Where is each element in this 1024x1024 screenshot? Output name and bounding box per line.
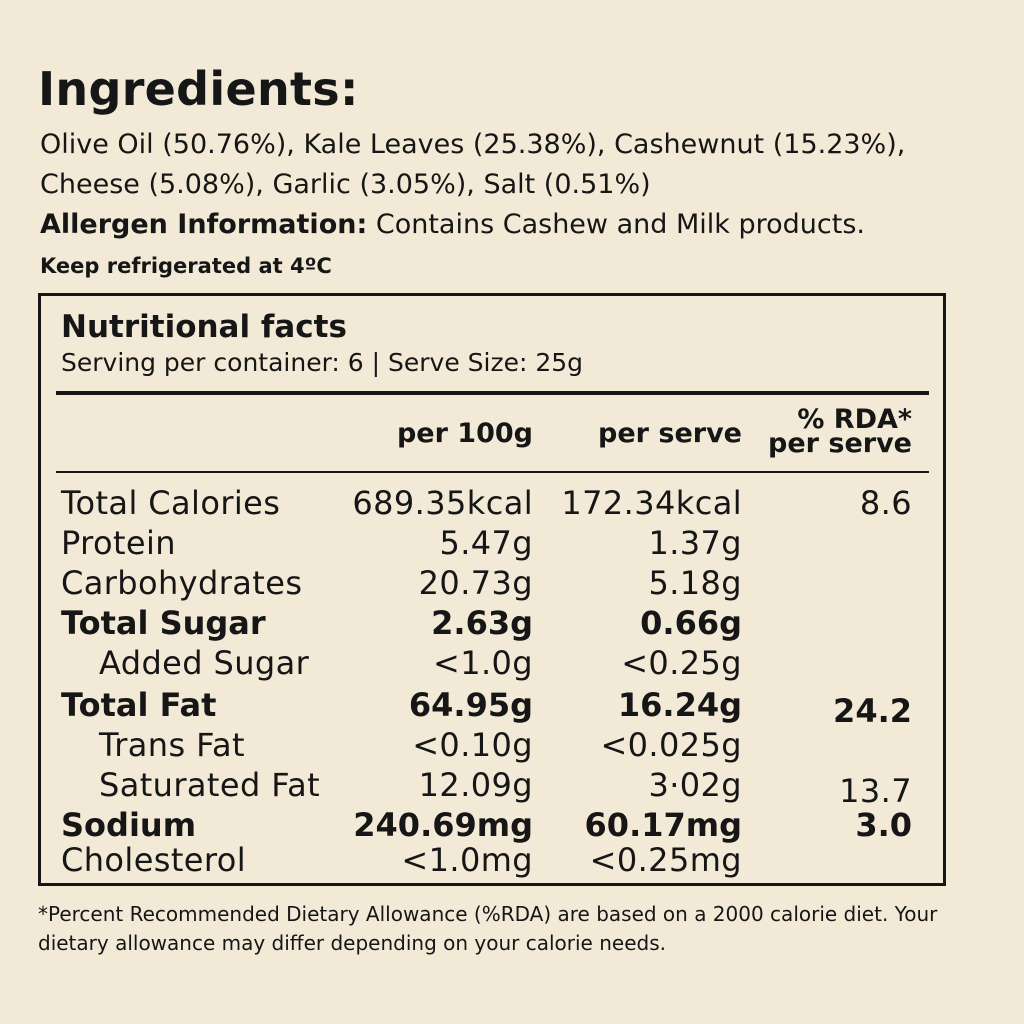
rda-value: 8.6: [859, 484, 912, 522]
nutrient-row-sodium: Sodium 240.69mg 60.17mg 3.0: [41, 806, 943, 846]
rda-value: 24.2: [833, 692, 912, 730]
serving-info: Serving per container: 6 | Serve Size: 2…: [61, 348, 584, 377]
nutrient-name: Saturated Fat: [99, 766, 321, 804]
nutrient-name: Carbohydrates: [61, 564, 303, 602]
nutrition-title: Nutritional facts: [61, 309, 347, 345]
allergen-text: Contains Cashew and Milk products.: [367, 209, 865, 240]
column-header-per-serve: per serve: [598, 418, 742, 449]
nutrient-name: Total Fat: [61, 686, 217, 724]
per-serve-value: 1.37g: [648, 524, 742, 562]
nutrient-row-total-sugar: Total Sugar 2.63g 0.66g: [41, 604, 943, 644]
nutrient-name: Total Calories: [61, 484, 281, 522]
ingredients-list-line-2: Cheese (5.08%), Garlic (3.05%), Salt (0.…: [40, 169, 651, 200]
nutrient-row-total-calories: Total Calories 689.35kcal 172.34kcal 8.6: [41, 484, 943, 524]
per-serve-value: <0.25g: [621, 644, 742, 682]
nutrient-row-saturated-fat: Saturated Fat 12.09g 3·02g 13.7: [41, 766, 943, 810]
per-serve-value: <0.025g: [600, 726, 742, 764]
per-100g-value: 5.47g: [439, 524, 533, 562]
ingredients-heading: Ingredients:: [38, 62, 359, 116]
nutrient-row-total-fat: Total Fat 64.95g 16.24g 24.2: [41, 686, 943, 730]
rda-value: 13.7: [839, 772, 912, 810]
storage-instruction: Keep refrigerated at 4ºC: [40, 254, 332, 278]
per-100g-value: 64.95g: [408, 686, 533, 724]
allergen-label: Allergen Information:: [40, 209, 368, 240]
rda-footnote: *Percent Recommended Dietary Allowance (…: [38, 902, 938, 955]
per-100g-value: 20.73g: [418, 564, 533, 602]
allergen-information: Allergen Information: Contains Cashew an…: [40, 209, 865, 240]
per-serve-value: 3·02g: [648, 766, 742, 804]
per-100g-value: 12.09g: [418, 766, 533, 804]
nutrient-name: Added Sugar: [99, 644, 310, 682]
ingredients-list-line-1: Olive Oil (50.76%), Kale Leaves (25.38%)…: [40, 129, 906, 160]
thick-divider: [56, 391, 929, 395]
rda-header-line-2: per serve: [768, 428, 912, 459]
nutrient-row-cholesterol: Cholesterol <1.0mg <0.25mg: [41, 841, 943, 881]
nutrient-row-trans-fat: Trans Fat <0.10g <0.025g: [41, 726, 943, 766]
column-header-rda: % RDA* per serve: [768, 404, 912, 459]
nutrient-name: Total Sugar: [61, 604, 266, 642]
nutrient-name: Cholesterol: [61, 841, 247, 879]
per-serve-value: 16.24g: [617, 686, 742, 724]
nutrient-name: Trans Fat: [99, 726, 245, 764]
nutrient-row-protein: Protein 5.47g 1.37g: [41, 524, 943, 564]
column-header-per-100g: per 100g: [396, 418, 533, 449]
per-100g-value: <0.10g: [412, 726, 533, 764]
nutrition-facts-panel: Nutritional facts Serving per container:…: [38, 293, 946, 886]
nutrient-row-carbohydrates: Carbohydrates 20.73g 5.18g: [41, 564, 943, 604]
nutrient-row-added-sugar: Added Sugar <1.0g <0.25g: [41, 644, 943, 684]
per-100g-value: 689.35kcal: [352, 484, 533, 522]
nutrient-name: Sodium: [61, 806, 197, 844]
header-divider: [56, 471, 929, 473]
per-serve-value: 60.17mg: [584, 806, 742, 844]
per-100g-value: <1.0g: [432, 644, 533, 682]
rda-value: 3.0: [855, 806, 912, 844]
per-serve-value: 172.34kcal: [561, 484, 742, 522]
per-100g-value: <1.0mg: [401, 841, 533, 879]
rda-header-line-1: % RDA*: [797, 404, 912, 435]
per-serve-value: <0.25mg: [589, 841, 742, 879]
nutrient-name: Protein: [61, 524, 176, 562]
per-serve-value: 5.18g: [648, 564, 742, 602]
per-100g-value: 240.69mg: [353, 806, 533, 844]
per-100g-value: 2.63g: [431, 604, 533, 642]
per-serve-value: 0.66g: [640, 604, 742, 642]
